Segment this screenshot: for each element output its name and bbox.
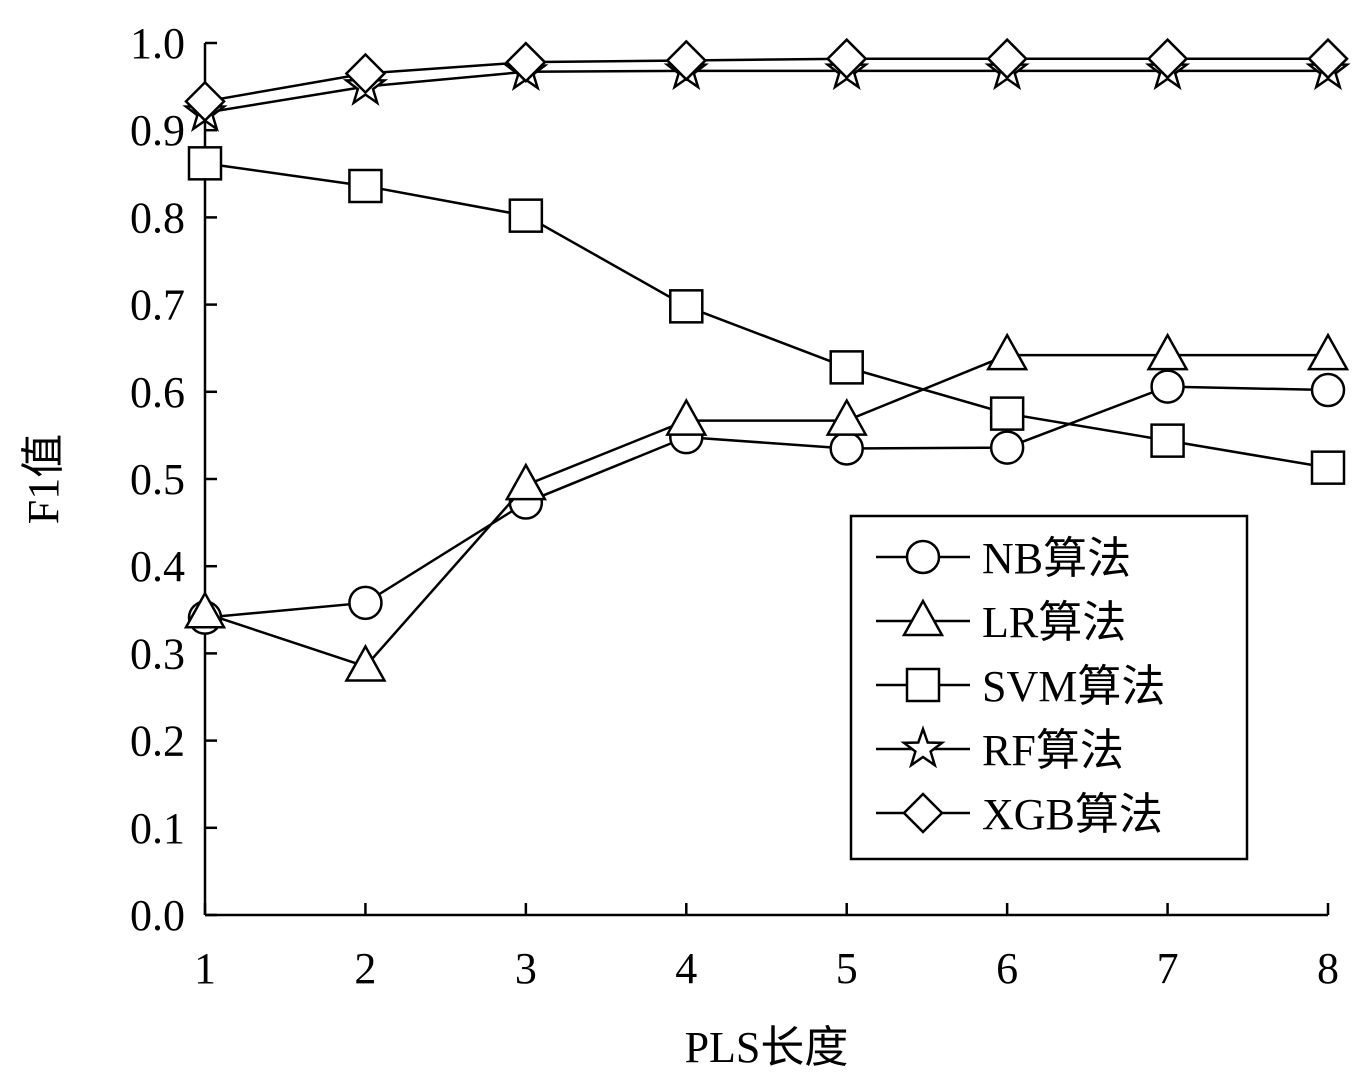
data-point <box>344 643 387 682</box>
data-point <box>669 289 704 324</box>
legend-label: NB算法 <box>982 534 1131 583</box>
series-diamond <box>184 37 1349 123</box>
data-point <box>505 41 547 83</box>
legend-marker <box>900 725 946 769</box>
y-tick-label: 1.0 <box>130 19 185 68</box>
y-axis-title: F1值 <box>19 434 68 524</box>
x-tick-label: 1 <box>194 944 216 993</box>
data-point <box>989 430 1025 465</box>
x-tick-label: 6 <box>996 944 1018 993</box>
y-tick-label: 0.1 <box>130 804 185 853</box>
legend-label: RF算法 <box>982 726 1124 775</box>
x-tick-label: 4 <box>675 944 697 993</box>
x-tick-label: 5 <box>836 944 858 993</box>
data-point <box>825 37 868 80</box>
x-tick-label: 3 <box>515 944 537 993</box>
legend-marker <box>902 792 944 834</box>
data-point <box>1306 332 1350 371</box>
series-line <box>204 57 1328 103</box>
data-point <box>187 146 223 181</box>
data-point <box>348 168 383 204</box>
series-layer <box>182 37 1351 682</box>
y-tick-label: 0.9 <box>130 106 185 155</box>
series-triangle <box>183 332 1350 682</box>
series-line <box>204 385 1329 619</box>
series-square <box>187 146 1346 485</box>
data-point <box>825 398 868 436</box>
legend: NB算法 LR算法 SVM算法 RF算法 XGB算法 <box>849 514 1249 861</box>
y-tick-label: 0.2 <box>130 717 185 766</box>
y-tick-label: 0.4 <box>130 542 185 591</box>
data-point <box>1307 37 1349 80</box>
data-point <box>989 396 1025 431</box>
legend-label: XGB算法 <box>982 790 1163 839</box>
data-point <box>829 431 864 466</box>
data-point <box>829 350 864 385</box>
y-tick-label: 0.8 <box>130 193 185 242</box>
y-tick-label: 0.0 <box>130 891 185 940</box>
legend-label: SVM算法 <box>982 662 1165 711</box>
data-point <box>344 52 387 95</box>
data-point <box>665 39 708 82</box>
x-tick-label: 2 <box>354 944 376 993</box>
series-line <box>204 162 1329 469</box>
x-tick-label: 7 <box>1157 944 1179 993</box>
x-axis-title: PLS长度 <box>685 1023 849 1072</box>
data-point <box>1146 37 1189 80</box>
y-tick-label: 0.5 <box>130 455 185 504</box>
data-point <box>1310 372 1346 408</box>
data-point <box>665 398 708 436</box>
data-point <box>986 332 1029 371</box>
y-tick-label: 0.6 <box>130 368 185 417</box>
data-point <box>1150 423 1185 458</box>
data-point <box>508 198 544 233</box>
data-point <box>184 80 226 123</box>
axes: 0.0 0.1 0.2 0.3 0.4 0.5 0.6 0.7 0.8 0.9 1.0 1 2 3 4 5 6 7… <box>130 19 1339 993</box>
data-point <box>504 462 547 501</box>
series-line <box>204 69 1328 114</box>
legend-marker <box>905 667 941 703</box>
legend-marker <box>901 598 945 637</box>
data-point <box>1310 450 1346 485</box>
legend-label: LR算法 <box>982 598 1126 647</box>
x-tick-label: 8 <box>1317 944 1339 993</box>
data-point <box>986 37 1028 80</box>
data-point <box>348 585 383 621</box>
y-tick-label: 0.3 <box>130 629 185 678</box>
legend-marker <box>905 539 941 575</box>
data-point <box>183 590 227 629</box>
y-tick-label: 0.7 <box>130 281 185 330</box>
data-point <box>1150 369 1185 404</box>
series-line <box>204 353 1328 668</box>
data-point <box>1146 332 1189 371</box>
